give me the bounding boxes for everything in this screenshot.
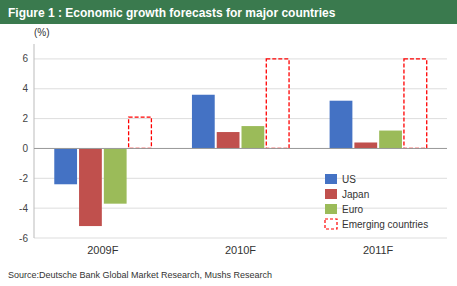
legend-swatch [325,189,337,199]
title: Figure 1 : Economic growth forecasts for… [8,6,336,20]
y-tick-label: -2 [19,173,28,184]
bar [379,131,402,149]
bar [104,148,127,203]
bar [54,148,77,184]
y-tick-label: 0 [22,143,28,154]
y-tick-label: -4 [19,203,28,214]
legend-label: US [342,174,356,185]
bar [330,101,353,149]
bar [129,117,152,148]
background [0,0,457,286]
chart: Figure 1 : Economic growth forecasts for… [0,0,457,286]
grid-line [34,58,447,59]
source-note: Source:Deutsche Bank Global Market Resea… [8,270,272,280]
y-tick-label: -6 [19,233,28,244]
y-axis-label: (%) [34,27,50,38]
grid [34,59,447,238]
legend: US Japan Euro Emerging countries [325,174,428,230]
grid-line [34,88,447,89]
bars [54,59,426,226]
y-tick-label: 6 [22,53,28,64]
bar [242,126,265,148]
legend-swatch [325,174,337,184]
grid-line [34,118,447,119]
y-axis-line [34,44,35,238]
bar [79,148,102,226]
bar [192,95,215,149]
bar [404,59,427,149]
legend-swatch [325,219,337,229]
bar [266,59,289,149]
x-tick-label: 2011F [363,244,394,256]
y-tick-label: 2 [22,113,28,124]
zero-line [34,148,447,149]
legend-swatch [325,204,337,214]
grid-line [34,238,447,239]
legend-label: Japan [342,189,369,200]
bar [354,142,377,148]
legend-label: Emerging countries [342,219,428,230]
bar [217,132,240,148]
x-tick-label: 2009F [87,244,118,256]
y-tick-label: 4 [22,83,28,94]
x-tick-label: 2010F [225,244,256,256]
legend-label: Euro [342,204,364,215]
title-bar [0,0,457,24]
grid-line [34,148,447,149]
